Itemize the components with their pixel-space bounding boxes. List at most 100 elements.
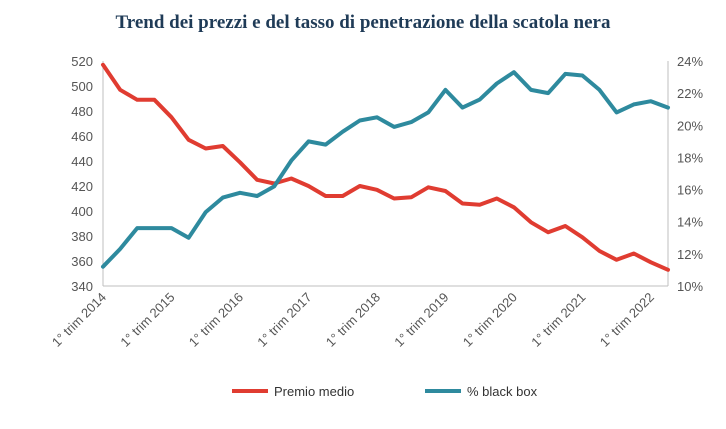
data-point	[152, 226, 156, 230]
x-tick-label: 1° trim 2020	[460, 290, 520, 350]
data-point	[306, 139, 310, 143]
x-tick-label: 1° trim 2022	[597, 290, 657, 350]
x-tick-label: 1° trim 2014	[49, 290, 109, 350]
data-point	[632, 102, 636, 106]
data-point	[392, 125, 396, 129]
x-tick-label: 1° trim 2015	[117, 290, 177, 350]
data-point	[169, 115, 173, 119]
data-point	[649, 260, 653, 264]
data-point	[666, 106, 670, 110]
legend-premio-medio-label: Premio medio	[274, 384, 354, 399]
data-point	[512, 70, 516, 74]
y-tick-label-left: 460	[71, 129, 93, 144]
data-point	[187, 236, 191, 240]
y-tick-label-right: 24%	[677, 54, 703, 69]
series-line-black-box	[101, 70, 670, 269]
data-point	[272, 184, 276, 188]
y-tick-label-left: 340	[71, 279, 93, 294]
data-point	[632, 252, 636, 255]
data-point	[495, 197, 499, 200]
data-point	[324, 143, 328, 147]
data-point	[118, 247, 122, 251]
chart-title: Trend dei prezzi e del tasso di penetraz…	[115, 12, 611, 33]
data-point	[580, 235, 584, 239]
data-point	[135, 226, 139, 230]
data-point	[101, 63, 105, 67]
y-tick-label-left: 420	[71, 179, 93, 194]
data-point	[187, 138, 191, 142]
data-point	[478, 203, 482, 207]
x-tick-label: 1° trim 2017	[254, 290, 314, 350]
data-point	[221, 196, 225, 200]
y-tick-label-left: 440	[71, 154, 93, 169]
data-point	[443, 88, 447, 92]
data-point	[563, 224, 567, 228]
data-point	[255, 194, 259, 198]
data-point	[204, 210, 208, 214]
data-point	[341, 194, 345, 198]
data-point	[238, 191, 242, 195]
y-tick-label-left: 500	[71, 79, 93, 94]
data-point	[443, 189, 447, 193]
y-tick-label-left: 400	[71, 204, 93, 219]
y-tick-label-left: 520	[71, 54, 93, 69]
y-tick-label-left: 480	[71, 104, 93, 119]
data-point	[615, 110, 619, 114]
legend-black-box-label: % black box	[467, 384, 538, 399]
series-line-premio-medio	[101, 62, 670, 272]
y-tick-label-right: 18%	[677, 150, 703, 165]
data-point	[375, 188, 379, 192]
data-point	[152, 98, 156, 102]
data-point	[409, 195, 413, 199]
y-tick-label-right: 10%	[677, 279, 703, 294]
data-point	[341, 130, 345, 134]
data-point	[461, 202, 465, 205]
data-point	[495, 82, 499, 85]
x-tick-label: 1° trim 2021	[528, 290, 588, 350]
y-tick-label-right: 16%	[677, 183, 703, 198]
data-point	[169, 226, 173, 230]
data-point	[580, 73, 584, 77]
data-point	[512, 205, 516, 209]
data-point	[221, 144, 225, 148]
y-tick-label-right: 14%	[677, 215, 703, 230]
data-point	[135, 98, 139, 102]
data-point	[615, 258, 619, 262]
data-point	[306, 184, 310, 188]
data-point	[409, 120, 413, 124]
data-point	[204, 147, 208, 150]
data-point	[666, 268, 670, 272]
data-point	[238, 160, 242, 164]
data-point	[101, 265, 105, 269]
data-point	[118, 88, 122, 92]
data-point	[426, 110, 430, 114]
data-point	[289, 177, 293, 180]
data-point	[324, 194, 328, 198]
y-tick-label-right: 22%	[677, 86, 703, 101]
data-point	[392, 197, 396, 200]
data-point	[529, 220, 533, 224]
data-point	[426, 185, 430, 189]
data-point	[375, 115, 379, 119]
y-tick-label-right: 20%	[677, 118, 703, 133]
y-tick-label-left: 360	[71, 254, 93, 269]
data-point	[358, 118, 362, 122]
data-point	[461, 106, 465, 110]
data-point	[478, 98, 482, 102]
x-tick-label: 1° trim 2016	[186, 290, 246, 350]
data-point	[358, 184, 362, 188]
x-tick-label: 1° trim 2018	[323, 290, 383, 350]
data-point	[598, 249, 602, 253]
data-point	[289, 159, 293, 163]
data-point	[598, 88, 602, 92]
data-point	[255, 178, 259, 182]
data-point	[546, 91, 550, 95]
y-tick-label-left: 380	[71, 229, 93, 244]
data-point	[529, 88, 533, 92]
data-point	[649, 99, 653, 103]
data-point	[546, 230, 550, 234]
y-tick-label-right: 12%	[677, 247, 703, 262]
x-tick-label: 1° trim 2019	[391, 290, 451, 350]
data-point	[563, 72, 567, 76]
